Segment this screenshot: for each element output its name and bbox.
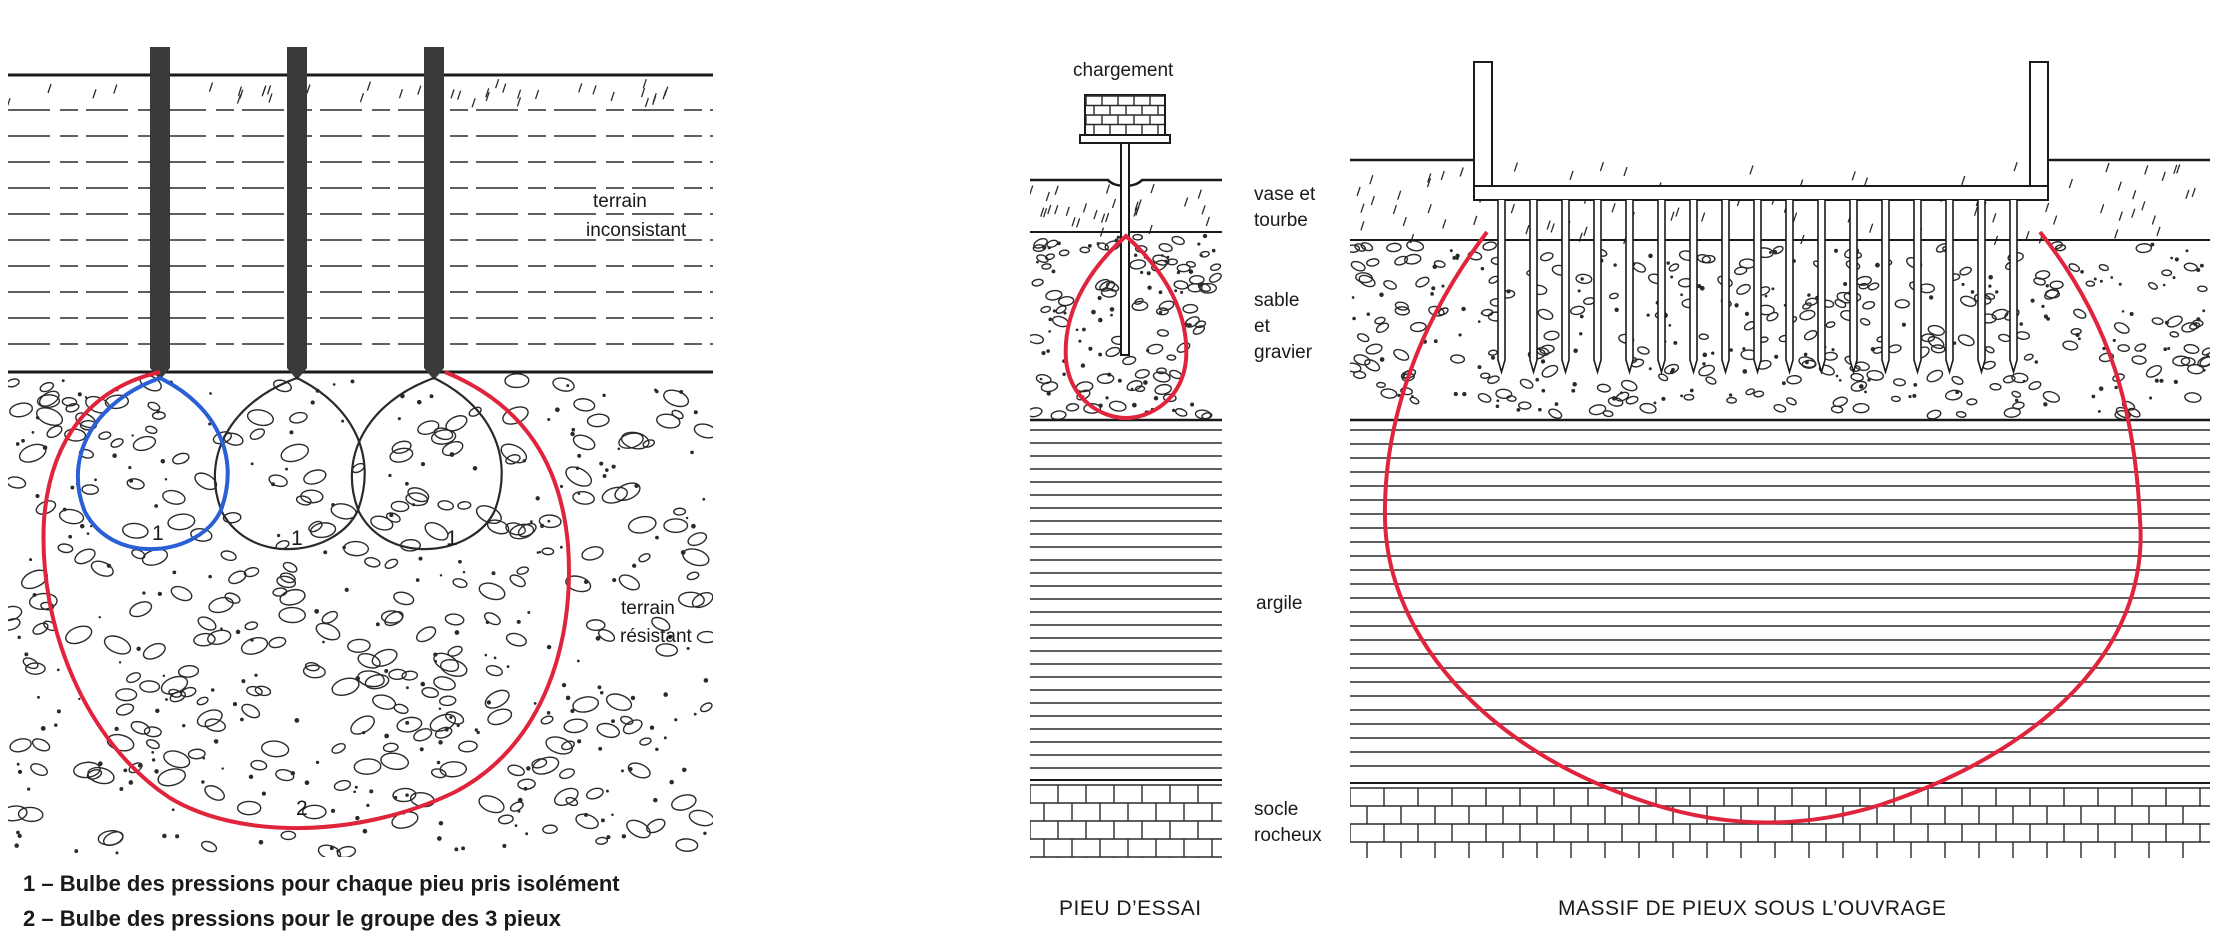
chargement-label: chargement xyxy=(1073,60,1174,81)
test-load: chargement xyxy=(1073,60,1174,144)
right-sable-gravier-texture xyxy=(1350,240,2210,421)
vase-tourbe-label-line2: tourbe xyxy=(1254,210,1308,231)
test-pile xyxy=(1120,142,1130,356)
sable-gravier-texture xyxy=(1030,233,1222,421)
legend-item-1: 1 – Bulbe des pressions pour chaque pieu… xyxy=(23,871,620,896)
sable-gravier-label-line3: gravier xyxy=(1254,342,1313,363)
pile-group-foundation-panel: MASSIF DE PIEUX SOUS L’OUVRAGE xyxy=(1350,61,2210,920)
vase-tourbe-texture xyxy=(1030,183,1210,237)
bulb-number-1b: 1 xyxy=(291,527,303,550)
bulb-number-2: 2 xyxy=(296,797,308,820)
test-pile-panel: chargement PIEU D’ESSAI xyxy=(1030,60,1222,920)
structure-left-column xyxy=(1473,61,1493,191)
legend-item-2: 2 – Bulbe des pressions pour le groupe d… xyxy=(23,906,562,931)
svg-text:vase et tourbe: vase et tourbe xyxy=(1254,184,1321,231)
left-panel: terrain inconsistant terrain résistant 1… xyxy=(8,47,713,931)
structure-right-column xyxy=(2029,61,2049,191)
bulb-number-1a: 1 xyxy=(152,522,164,545)
pile-group xyxy=(150,47,444,380)
argile-texture xyxy=(1030,429,1222,769)
svg-text:terrain inconsistant: terrain inconsistant xyxy=(586,191,687,241)
svg-text:terrain résistant: terrain résistant xyxy=(620,598,693,647)
argile-label: argile xyxy=(1256,593,1302,614)
terrain-inconsistant-label-line2: inconsistant xyxy=(586,220,687,241)
structure-frame xyxy=(1473,61,2049,375)
svg-text:socle rocheux: socle rocheux xyxy=(1254,799,1322,846)
pile-cap-slab xyxy=(1473,185,2049,201)
test-pile-bulb xyxy=(1063,233,1189,421)
right-argile-texture xyxy=(1350,429,2210,767)
svg-text:sable et gravier: sable et gravier xyxy=(1254,290,1313,363)
terrain-inconsistant-label-line1: terrain xyxy=(593,191,647,212)
load-brick-pattern xyxy=(1085,95,1164,134)
single-pile-bulb-3 xyxy=(350,376,503,551)
pile-3 xyxy=(424,47,444,380)
pile-2 xyxy=(287,47,307,380)
test-pile-caption: PIEU D’ESSAI xyxy=(1059,897,1202,920)
single-pile-bulb-2 xyxy=(213,376,366,551)
bulb-number-1c: 1 xyxy=(446,527,458,550)
pile-1 xyxy=(150,47,170,380)
socle-rocheux-texture xyxy=(1030,784,1222,858)
load-plate xyxy=(1079,134,1171,144)
group-foundation-bulb xyxy=(1382,230,2143,825)
layer-labels: vase et tourbe sable et gravier argile s… xyxy=(1254,184,1322,846)
right-socle-rocheux-texture xyxy=(1350,787,2210,858)
group-foundation-caption: MASSIF DE PIEUX SOUS L’OUVRAGE xyxy=(1558,897,1946,920)
resistant-soil-layer-texture xyxy=(8,373,713,857)
terrain-resistant-label-line2: résistant xyxy=(620,626,693,647)
single-pile-bulb-1 xyxy=(75,375,230,552)
vase-tourbe-label-line1: vase et xyxy=(1254,184,1316,205)
socle-rocheux-label-line1: socle xyxy=(1254,799,1298,820)
sable-gravier-label-line1: sable xyxy=(1254,290,1299,311)
pile-row xyxy=(1497,200,2018,375)
sable-gravier-label-line2: et xyxy=(1254,316,1271,337)
group-pile-bulb xyxy=(41,370,571,830)
socle-rocheux-label-line2: rocheux xyxy=(1254,825,1322,846)
terrain-resistant-label-line1: terrain xyxy=(621,598,675,619)
